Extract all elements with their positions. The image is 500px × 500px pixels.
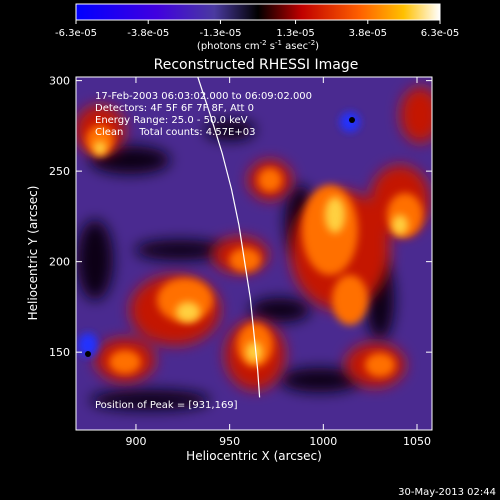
y-tick-label: 200 <box>49 256 70 269</box>
chart-title: Reconstructed RHESSI Image <box>154 57 359 73</box>
x-tick-label: 950 <box>219 435 240 448</box>
colorbar-tick-label: 3.8e-05 <box>349 28 387 39</box>
plot-frame <box>75 76 433 431</box>
colorbar-tick-label: 1.3e-05 <box>276 28 314 39</box>
annotations: 17-Feb-2003 06:03:02.000 to 06:09:02.000… <box>95 91 312 411</box>
colorbar-tick-label: 6.3e-05 <box>421 28 459 39</box>
annotation-time: 17-Feb-2003 06:03:02.000 to 06:09:02.000 <box>95 91 312 102</box>
solar-limb-curve <box>197 77 261 398</box>
x-axis-ticks: 900 950 1000 1050 <box>125 77 431 448</box>
annotation-peak: Position of Peak = [931,169] <box>95 400 238 411</box>
colorbar-unit-label: (photons cm-2 s-1 asec-2) <box>197 39 319 52</box>
heatmap-bright-regions <box>94 141 408 362</box>
annotation-energy: Energy Range: 25.0 - 50.0 keV <box>95 115 248 126</box>
y-tick-label: 150 <box>49 346 70 359</box>
minimum-marker-right <box>349 117 355 123</box>
colorbar-gradient <box>75 3 441 21</box>
x-tick-label: 1050 <box>403 435 431 448</box>
x-axis-label: Heliocentric X (arcsec) <box>186 449 322 463</box>
heatmap-image <box>76 77 432 430</box>
annotation-detectors: Detectors: 4F 5F 6F 7F 8F, Att 0 <box>95 103 254 114</box>
heatmap-dark-regions <box>77 120 394 410</box>
colorbar-tick-label: -1.3e-05 <box>199 28 241 39</box>
y-tick-label: 250 <box>49 165 70 178</box>
colorbar-tick-label: -3.8e-05 <box>127 28 169 39</box>
footer-timestamp: 30-May-2013 02:44 <box>398 487 496 498</box>
y-axis-label: Heliocentric Y (arcsec) <box>26 186 40 321</box>
annotation-clean: Clean Total counts: 4.57E+03 <box>95 127 255 138</box>
y-axis-ticks: 150 200 250 300 <box>49 75 432 359</box>
minimum-marker-left <box>85 351 91 357</box>
x-tick-label: 900 <box>125 435 146 448</box>
x-tick-label: 1000 <box>309 435 337 448</box>
heatmap-blue-spots <box>78 112 360 357</box>
colorbar-tick-label: -6.3e-05 <box>55 28 97 39</box>
colorbar: -6.3e-05 -3.8e-05 -1.3e-05 1.3e-05 3.8e-05 6.… <box>55 3 459 52</box>
colorbar-ticks: -6.3e-05 -3.8e-05 -1.3e-05 1.3e-05 3.8e-05 6.… <box>55 20 459 39</box>
y-tick-label: 300 <box>49 75 70 88</box>
